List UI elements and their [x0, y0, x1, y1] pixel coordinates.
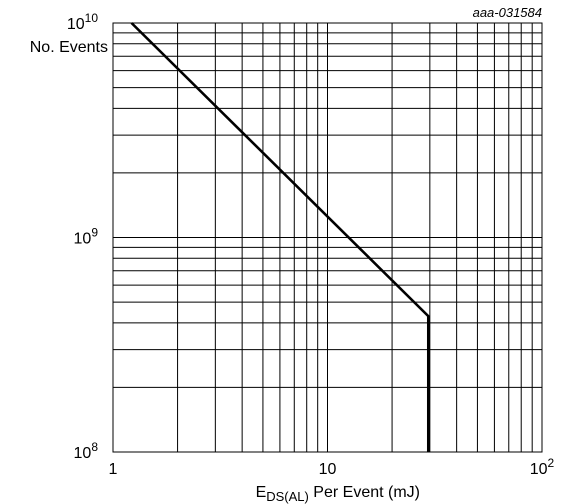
x-tick-label-base: 10	[319, 461, 337, 478]
x-tick-label: 1	[109, 461, 118, 478]
x-tick-label: 102	[530, 456, 555, 478]
series-line	[130, 22, 430, 452]
x-axis-label-symbol: E	[256, 484, 267, 501]
y-tick-label-base: 10	[74, 445, 92, 462]
y-tick-label-exponent: 10	[85, 11, 99, 25]
y-tick-label-exponent: 9	[91, 226, 98, 240]
y-tick-label-base: 10	[67, 16, 85, 33]
y-tick-label-exponent: 8	[91, 440, 98, 454]
x-tick-label-exponent: 2	[548, 456, 555, 470]
x-axis-label-subscript: DS(AL)	[266, 489, 309, 504]
figure-id: aaa-031584	[473, 5, 542, 20]
x-tick-label: 10	[319, 461, 337, 478]
x-tick-labels: 1 10 102	[109, 456, 555, 478]
x-tick-label-base: 1	[109, 461, 118, 478]
plot-frame	[112, 22, 543, 453]
x-axis-label-suffix: Per Event (mJ)	[309, 484, 420, 501]
y-tick-label: 108	[74, 440, 99, 462]
x-axis-label: EDS(AL) Per Event (mJ)	[256, 484, 420, 504]
y-tick-label-base: 10	[74, 231, 92, 248]
grid	[113, 23, 542, 452]
y-tick-label: 109	[74, 226, 99, 248]
y-tick-label: 1010	[67, 11, 98, 33]
y-axis-label: No. Events	[30, 39, 108, 56]
x-tick-label-base: 10	[530, 461, 548, 478]
